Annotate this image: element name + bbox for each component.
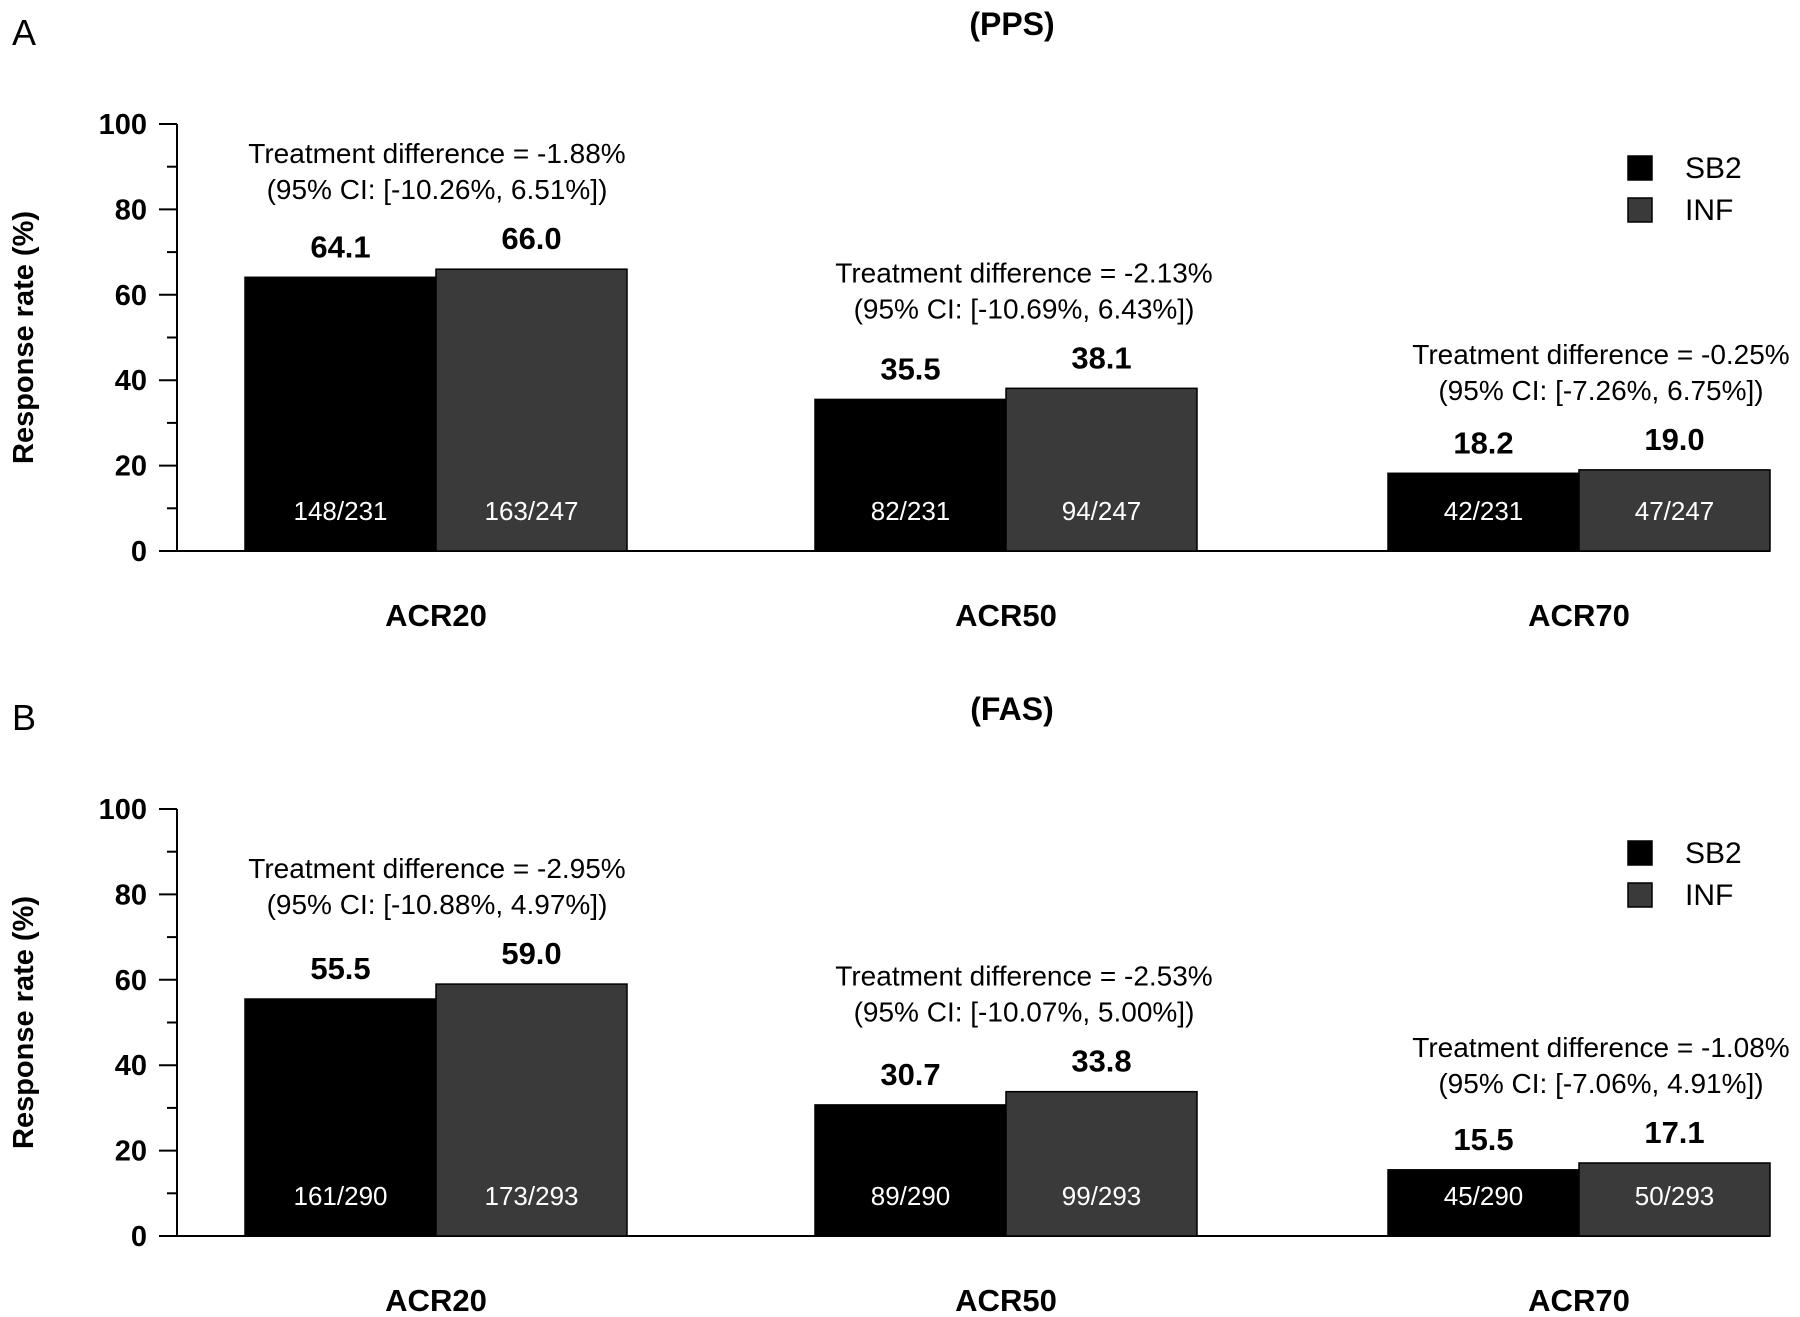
count-label: 173/293 [485, 1181, 579, 1211]
panel-letter: A [12, 12, 36, 53]
value-label: 15.5 [1453, 1122, 1513, 1157]
legend-swatch-inf [1627, 882, 1653, 908]
annotation-line1: Treatment difference = -2.95% [248, 853, 625, 884]
panel-letter: B [12, 697, 36, 738]
y-tick-label: 80 [115, 879, 147, 911]
y-axis-label: Response rate (%) [8, 211, 40, 464]
legend-swatch-sb2 [1627, 840, 1653, 866]
panel-title: (FAS) [970, 691, 1054, 727]
category-label: ACR70 [1528, 598, 1630, 633]
bar-sb2-acr50 [814, 1104, 1007, 1237]
value-label: 33.8 [1071, 1044, 1131, 1079]
bar-sb2-acr20 [244, 276, 437, 552]
chart-panel-b: B (FAS) 0 20 40 60 80 100 Response rate (%) 55.5 1… [8, 691, 1790, 1317]
value-label: 35.5 [880, 351, 940, 386]
y-tick-label: 40 [115, 365, 147, 397]
count-label: 99/293 [1062, 1181, 1142, 1211]
panel-title: (PPS) [969, 6, 1054, 42]
y-tick-label: 60 [115, 280, 147, 312]
count-label: 42/231 [1444, 496, 1524, 526]
y-tick-label: 100 [99, 109, 147, 141]
count-label: 94/247 [1062, 496, 1142, 526]
value-label: 55.5 [310, 951, 370, 986]
value-label: 30.7 [880, 1057, 940, 1092]
value-label: 59.0 [501, 936, 561, 971]
legend-label-sb2: SB2 [1685, 152, 1742, 185]
annotation-line1: Treatment difference = -2.13% [835, 257, 1212, 288]
count-label: 47/247 [1635, 496, 1715, 526]
value-label: 64.1 [310, 229, 370, 264]
annotation-line2: (95% CI: [-10.69%, 6.43%]) [854, 293, 1195, 324]
value-label: 17.1 [1644, 1115, 1704, 1150]
annotation-line1: Treatment difference = -2.53% [835, 961, 1212, 992]
annotation-line2: (95% CI: [-10.07%, 5.00%]) [854, 997, 1195, 1028]
y-tick-label: 80 [115, 194, 147, 226]
legend-label-inf: INF [1685, 879, 1733, 912]
legend-swatch-inf [1627, 197, 1653, 223]
annotation-line1: Treatment difference = -0.25% [1412, 339, 1789, 370]
count-label: 45/290 [1444, 1181, 1524, 1211]
category-label: ACR20 [385, 598, 487, 633]
y-tick-label: 40 [115, 1050, 147, 1082]
category-label: ACR70 [1528, 1283, 1630, 1317]
annotation-line2: (95% CI: [-10.88%, 4.97%]) [267, 889, 608, 920]
bar-inf-acr50 [1005, 387, 1198, 552]
y-tick-label: 60 [115, 965, 147, 997]
annotation-line1: Treatment difference = -1.08% [1412, 1032, 1789, 1063]
count-label: 148/231 [294, 496, 388, 526]
value-label: 18.2 [1453, 425, 1513, 460]
count-label: 163/247 [485, 496, 579, 526]
legend-label-sb2: SB2 [1685, 837, 1742, 870]
legend-swatch-sb2 [1627, 155, 1653, 181]
bar-inf-acr20 [435, 983, 628, 1237]
y-tick-label: 0 [131, 536, 147, 568]
annotation-line1: Treatment difference = -1.88% [248, 138, 625, 169]
bar-inf-acr70 [1578, 469, 1771, 552]
y-tick-label: 100 [99, 794, 147, 826]
bar-inf-acr50 [1005, 1090, 1198, 1237]
bar-inf-acr20 [435, 268, 628, 552]
count-label: 89/290 [871, 1181, 951, 1211]
y-tick-label: 20 [115, 1136, 147, 1168]
y-axis-label: Response rate (%) [8, 896, 40, 1149]
category-label: ACR20 [385, 1283, 487, 1317]
annotation-line2: (95% CI: [-7.26%, 6.75%]) [1438, 375, 1763, 406]
y-tick-label: 0 [131, 1221, 147, 1253]
bar-inf-acr70 [1578, 1162, 1771, 1237]
value-label: 19.0 [1644, 422, 1704, 457]
count-label: 161/290 [294, 1181, 388, 1211]
count-label: 50/293 [1635, 1181, 1715, 1211]
category-label: ACR50 [955, 1283, 1057, 1317]
chart-panel-a: A (PPS) 0 20 40 60 80 100 Response rate (%) 64.1 1… [8, 6, 1790, 633]
bar-sb2-acr70 [1387, 472, 1580, 552]
bar-sb2-acr70 [1387, 1169, 1580, 1237]
count-label: 82/231 [871, 496, 951, 526]
annotation-line2: (95% CI: [-7.06%, 4.91%]) [1438, 1068, 1763, 1099]
annotation-line2: (95% CI: [-10.26%, 6.51%]) [267, 174, 608, 205]
legend-label-inf: INF [1685, 194, 1733, 227]
value-label: 66.0 [501, 221, 561, 256]
category-label: ACR50 [955, 598, 1057, 633]
value-label: 38.1 [1071, 340, 1131, 375]
y-tick-label: 20 [115, 451, 147, 483]
bar-sb2-acr50 [814, 398, 1007, 552]
